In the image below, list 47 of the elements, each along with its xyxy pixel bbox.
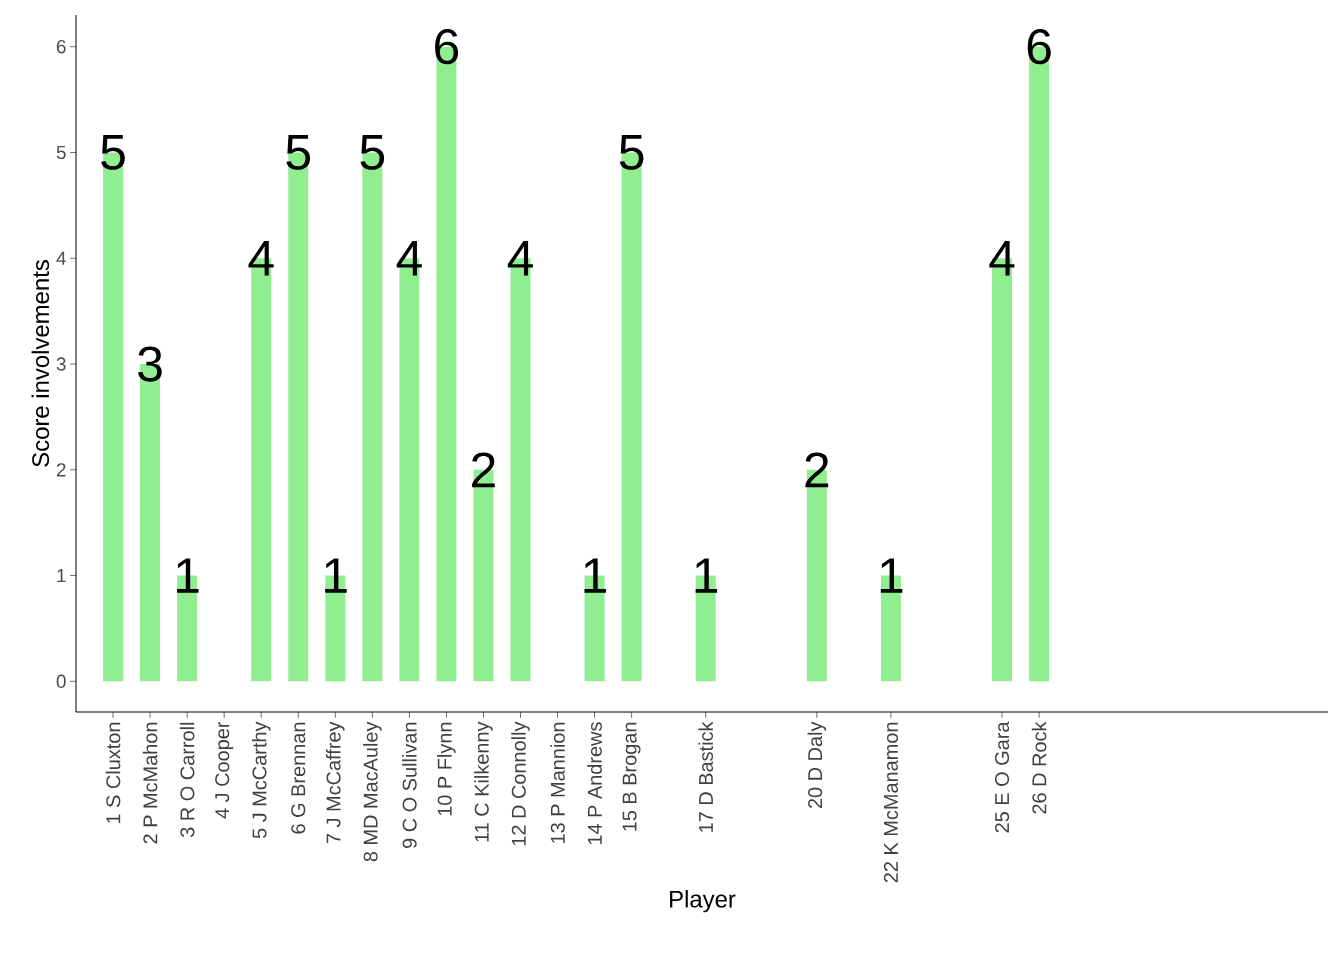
x-tick-label: 20 D Daly [807, 721, 827, 808]
x-tick-label: 8 MD MacAuley [363, 721, 382, 862]
y-axis-title: Score involvements [31, 260, 50, 467]
y-tick-label: 5 [56, 145, 66, 160]
y-tick-label: 1 [57, 569, 66, 583]
data-label: 1 [880, 558, 903, 593]
data-label: 4 [248, 241, 274, 276]
data-label: 5 [360, 135, 385, 170]
x-tick-label: 10 P Flynn [437, 722, 456, 816]
y-tick-label: 0 [56, 674, 66, 689]
x-tick-label: 13 P Mannion [550, 722, 565, 843]
x-tick-label: 1 S Cluxton [105, 722, 121, 824]
data-label: 4 [396, 241, 422, 276]
x-tick-label: 11 C Kilkenny [474, 721, 493, 842]
x-axis-title: Player [670, 890, 736, 913]
data-label: 1 [177, 558, 199, 593]
data-label: 1 [325, 558, 347, 593]
data-label: 5 [286, 135, 311, 170]
data-label: 5 [619, 135, 644, 170]
data-label: 6 [435, 29, 459, 65]
data-label: 1 [584, 558, 606, 593]
x-tick-label: 26 D Rock [1031, 721, 1047, 814]
x-tick-label: 4 J Cooper [215, 721, 234, 819]
data-label: 4 [507, 241, 533, 276]
y-tick-label: 2 [56, 463, 66, 477]
y-tick-label: 3 [56, 357, 66, 371]
x-tick-label: 3 R O Carroll [179, 722, 195, 838]
x-tick-label: 5 J McCarthy [251, 721, 271, 839]
data-label: 3 [138, 346, 162, 382]
data-label: 2 [472, 452, 495, 488]
data-label: 1 [695, 558, 718, 593]
x-tick-label: 15 B Brogan [622, 722, 641, 831]
x-tick-label: 12 D Connolly [511, 721, 530, 846]
x-tick-label: 2 P McMahon [142, 722, 158, 844]
x-tick-label: 25 E O Gara [995, 721, 1010, 833]
x-tick-label: 7 J McCaffrey [326, 721, 345, 844]
x-tick-label: 14 P Andrews [587, 722, 602, 845]
x-tick-label: 22 K McManamon [883, 722, 898, 883]
x-tick-label: 6 G Brennan [291, 722, 306, 834]
y-tick-label: 4 [56, 251, 66, 265]
y-tick-label: 6 [56, 40, 66, 54]
data-label: 5 [101, 135, 125, 170]
data-label: 2 [805, 452, 829, 488]
x-tick-label: 17 D Bastick [698, 721, 714, 832]
data-label: 6 [1027, 29, 1051, 65]
data-label: 4 [989, 241, 1015, 276]
x-tick-label: 9 C O Sullivan [402, 722, 417, 848]
